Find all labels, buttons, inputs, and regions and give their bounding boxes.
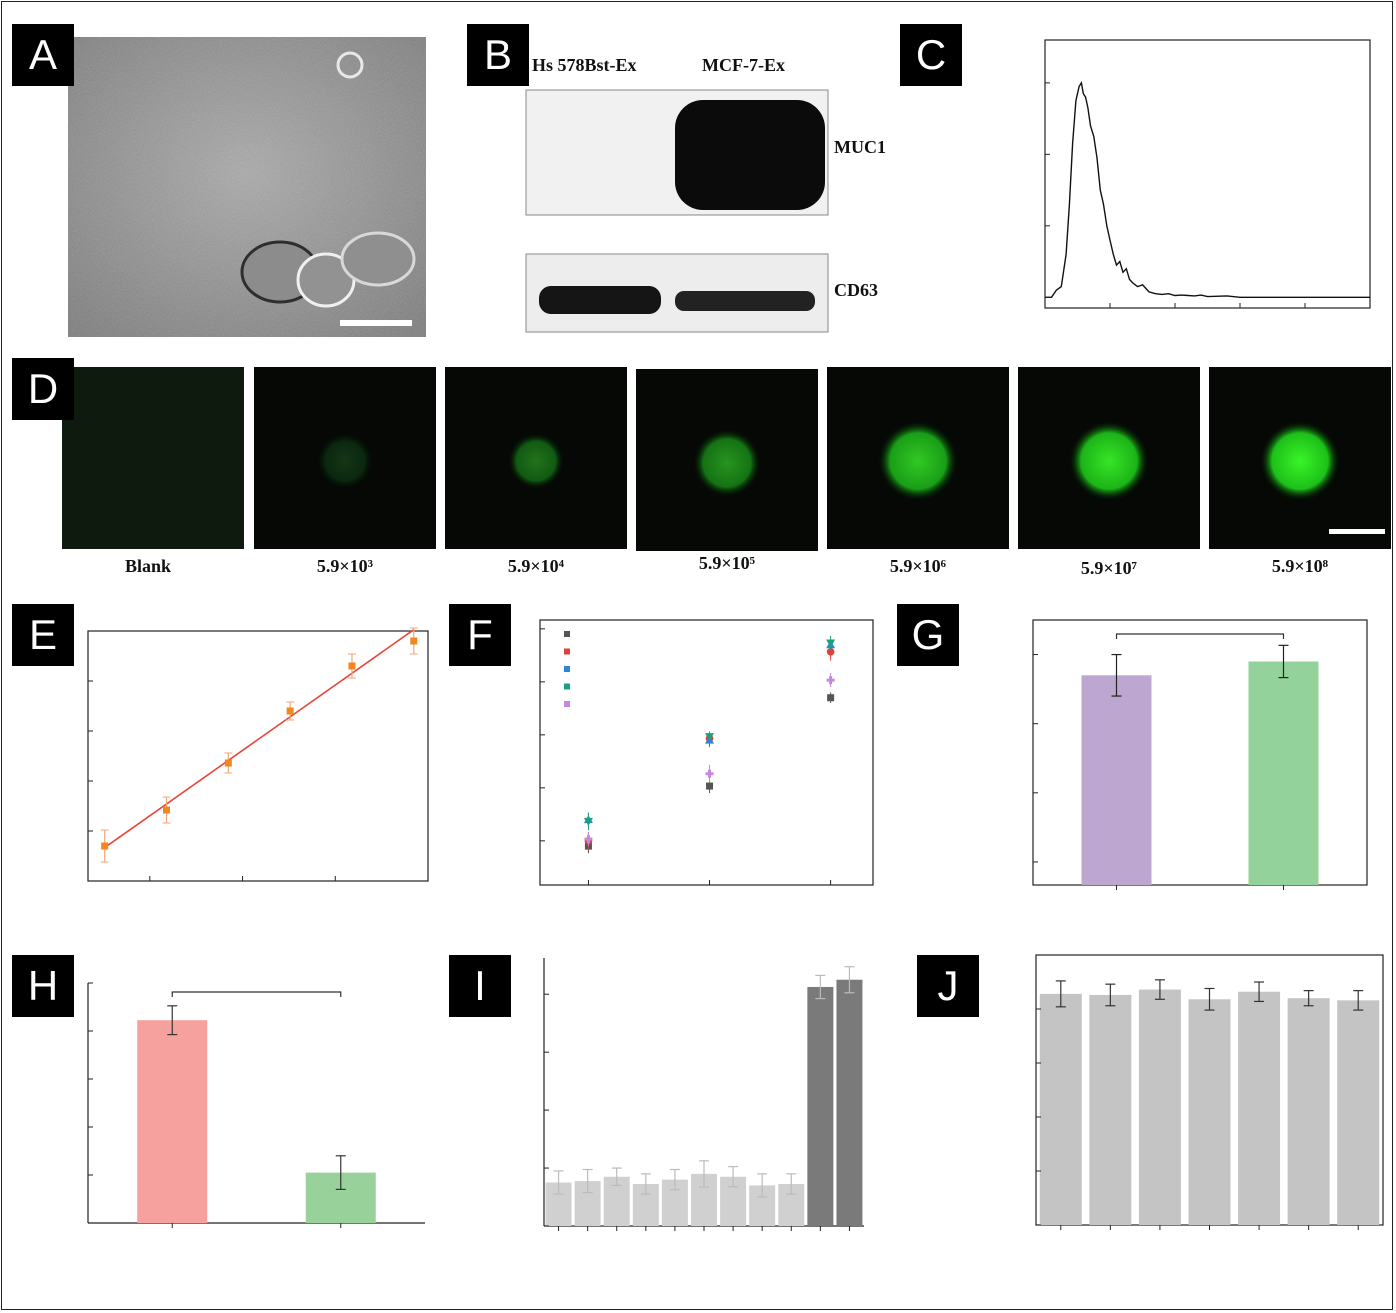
exosome-spot: [317, 433, 373, 489]
bar: [1337, 1000, 1380, 1225]
panel-letter-h: H: [12, 955, 74, 1017]
exosome-spot: [1260, 421, 1340, 501]
fluorescence-image: [1209, 367, 1391, 549]
band-cd63-mcf7: [675, 291, 815, 311]
data-point: [410, 637, 418, 645]
fl-caption: 5.9×10³: [316, 556, 374, 576]
bar: [1081, 675, 1152, 885]
data-point: [706, 782, 714, 790]
fl-caption: 5.9×10⁵: [698, 553, 756, 573]
band-label-muc1: MUC1: [834, 137, 886, 157]
fluorescence-image: [62, 367, 244, 549]
legend-marker: [564, 701, 570, 707]
significance-bracket: [1115, 633, 1285, 639]
scale-bar: [1329, 529, 1385, 534]
plot-frame: [1044, 39, 1371, 309]
data-point: [101, 842, 109, 850]
lane-label-mcf7: MCF-7-Ex: [702, 55, 785, 75]
band-muc1-mcf7: [675, 100, 825, 210]
bar: [836, 979, 863, 1226]
fluorescence-image: [254, 367, 436, 549]
chart-f-ph: [539, 619, 874, 886]
data-point: [163, 806, 171, 814]
legend-marker: [564, 666, 570, 672]
band-label-cd63: CD63: [834, 280, 878, 300]
data-point: [826, 676, 835, 685]
data-point: [584, 835, 593, 844]
bar: [1287, 998, 1330, 1225]
data-point: [348, 662, 356, 670]
bar: [1039, 993, 1082, 1225]
chart-i-selectivity: [543, 958, 864, 1231]
fit-line: [104, 629, 415, 849]
fl-caption: 5.9×10⁶: [889, 556, 947, 576]
data-point: [826, 648, 835, 656]
fluorescence-image: [827, 367, 1009, 549]
chart-c-nta: [1044, 39, 1371, 309]
bar: [1248, 661, 1319, 885]
panel-letter-b: B: [467, 24, 529, 86]
bar: [1238, 991, 1281, 1225]
fl-caption: Blank: [124, 556, 172, 576]
data-point: [286, 707, 294, 715]
bar: [1089, 994, 1132, 1225]
data-point: [224, 759, 232, 767]
bar: [1188, 999, 1231, 1225]
panel-letter-g: G: [897, 604, 959, 666]
exosome-vesicle: [340, 231, 416, 287]
legend-marker: [564, 631, 570, 637]
exosome-spot: [693, 429, 761, 497]
legend-marker: [564, 683, 570, 690]
panel-letter-d: D: [12, 358, 74, 420]
bar: [137, 1020, 208, 1223]
size-distribution-line: [1045, 81, 1370, 298]
fluorescence-image: [636, 369, 818, 551]
plot-frame: [539, 619, 874, 886]
fl-caption: 5.9×10⁷: [1080, 558, 1138, 578]
fl-caption: 5.9×10⁴: [507, 556, 565, 576]
panel-letter-f: F: [449, 604, 511, 666]
western-blot: [525, 89, 829, 333]
fluorescence-image: [1018, 367, 1200, 549]
data-point: [705, 769, 714, 778]
exosome-spot: [508, 433, 564, 489]
exosome-spot: [1069, 421, 1149, 501]
chart-j-stability: [1035, 954, 1384, 1230]
band-cd63-hs578bst: [539, 286, 661, 314]
plot-frame: [87, 630, 429, 882]
panel-letter-e: E: [12, 604, 74, 666]
data-point: [705, 733, 715, 742]
panel-letter-a: A: [12, 24, 74, 86]
data-point: [827, 694, 835, 702]
data-point: [826, 639, 836, 648]
image-background: [62, 367, 244, 549]
tem-micrograph: [68, 37, 426, 337]
bar: [807, 986, 834, 1226]
fluorescence-image: [445, 367, 627, 549]
lane-label-hs578bst: Hs 578Bst-Ex: [532, 55, 637, 75]
significance-bracket: [171, 991, 342, 997]
panel-letter-i: I: [449, 955, 511, 1017]
legend-marker: [564, 648, 570, 655]
scale-bar: [340, 320, 412, 326]
vesicle-ring: [336, 51, 364, 79]
panel-letter-c: C: [900, 24, 962, 86]
chart-g-comparison: [1032, 619, 1368, 890]
chart-e-calibration: [87, 627, 429, 882]
chart-h-cell-lines: [87, 982, 425, 1228]
bar: [1138, 989, 1181, 1225]
exosome-spot: [878, 421, 958, 501]
panel-letter-j: J: [917, 955, 979, 1017]
plot-frame: [1032, 619, 1368, 886]
fl-caption: 5.9×10⁸: [1271, 556, 1329, 576]
data-point: [583, 817, 593, 826]
